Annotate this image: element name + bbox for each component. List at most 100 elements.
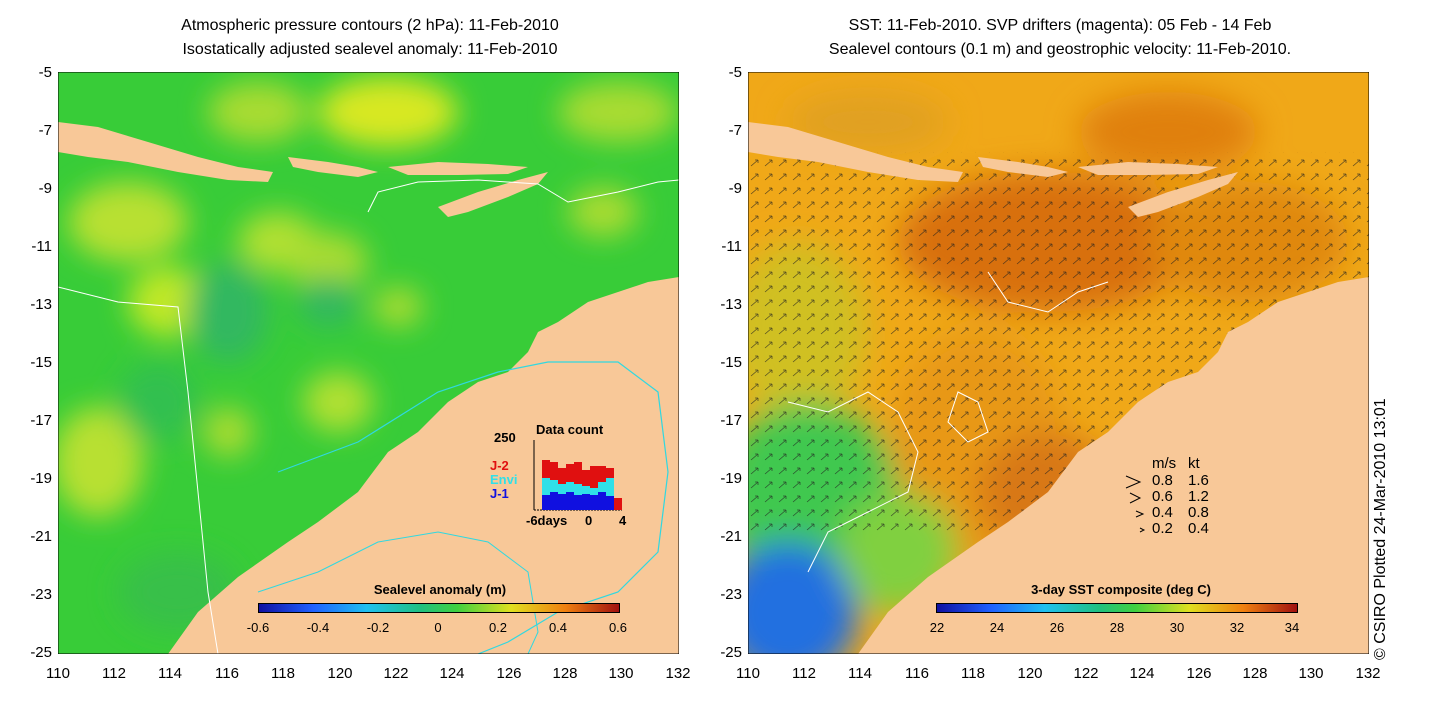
velocity-key-arrow-06	[1129, 492, 1142, 504]
velocity-key-kt: 0.4	[1188, 520, 1209, 537]
left-land-flores	[388, 162, 528, 175]
velocity-key-kt: 1.6	[1188, 472, 1209, 489]
left-y-tick: -23	[30, 586, 52, 603]
left-colorbar	[258, 603, 620, 613]
left-colorbar-tick: -0.6	[246, 620, 270, 635]
right-land-australia	[858, 277, 1369, 654]
right-colorbar-tick: 30	[1169, 620, 1185, 635]
left-x-tick: 120	[327, 665, 353, 682]
left-x-tick: 110	[46, 665, 70, 682]
data-count-xtick: 0	[585, 513, 593, 528]
data-count-bars	[542, 460, 622, 510]
velocity-key-arrow-04	[1135, 510, 1145, 518]
left-x-tick: 132	[665, 665, 691, 682]
left-x-tick: 126	[496, 665, 522, 682]
right-x-tick: 112	[792, 665, 816, 682]
right-map	[748, 72, 1369, 654]
right-colorbar-tick: 22	[929, 620, 945, 635]
left-x-tick: 116	[215, 665, 239, 682]
right-colorbar-tick: 24	[989, 620, 1005, 635]
right-x-tick: 116	[905, 665, 929, 682]
velocity-key-ms: 0.4	[1152, 504, 1173, 521]
left-x-tick: 128	[552, 665, 578, 682]
left-colorbar-tick: 0	[434, 620, 442, 635]
left-y-tick: -7	[38, 122, 52, 139]
right-colorbar-label: 3-day SST composite (deg C)	[1031, 582, 1211, 597]
velocity-key-arrow-02	[1139, 527, 1146, 533]
right-y-tick: -15	[720, 354, 742, 371]
velocity-key-ms: 0.2	[1152, 520, 1173, 537]
right-x-tick: 132	[1355, 665, 1381, 682]
right-sealevel-contour-2	[947, 391, 989, 443]
left-x-tick: 130	[608, 665, 634, 682]
right-x-tick: 128	[1242, 665, 1268, 682]
right-land-timor	[1128, 172, 1238, 217]
velocity-key-ms: 0.8	[1152, 472, 1173, 489]
right-colorbar	[936, 603, 1298, 613]
velocity-key-ms: 0.6	[1152, 488, 1173, 505]
right-y-tick: -25	[720, 644, 742, 661]
left-title-line2: Isostatically adjusted sealevel anomaly:…	[182, 41, 558, 58]
right-y-tick: -9	[728, 180, 742, 197]
left-colorbar-tick: 0.2	[488, 620, 508, 635]
data-count-title: Data count	[536, 422, 604, 437]
left-colorbar-tick: 0.4	[548, 620, 568, 635]
velocity-key-arrow-08	[1125, 475, 1142, 489]
right-y-tick: -5	[728, 64, 742, 81]
right-x-tick: 120	[1017, 665, 1043, 682]
right-x-tick: 124	[1129, 665, 1155, 682]
left-y-tick: -15	[30, 354, 52, 371]
data-count-legend-envi: Envi	[490, 472, 518, 487]
right-colorbar-tick: 26	[1049, 620, 1065, 635]
left-title-line1: Atmospheric pressure contours (2 hPa): 1…	[181, 17, 559, 34]
left-y-tick: -13	[30, 296, 52, 313]
left-y-tick: -11	[31, 238, 52, 255]
left-y-tick: -21	[30, 528, 52, 545]
left-x-tick: 112	[102, 665, 126, 682]
right-x-tick: 118	[961, 665, 985, 682]
right-y-tick: -21	[720, 528, 742, 545]
right-x-tick: 130	[1298, 665, 1324, 682]
right-land-java	[748, 122, 963, 182]
left-pressure-contour-2	[367, 179, 679, 213]
right-x-tick: 110	[736, 665, 760, 682]
left-x-tick: 122	[383, 665, 409, 682]
left-x-tick: 124	[439, 665, 465, 682]
right-title-line2: Sealevel contours (0.1 m) and geostrophi…	[828, 41, 1292, 58]
left-colorbar-tick: -0.4	[306, 620, 330, 635]
left-y-tick: -19	[30, 470, 52, 487]
velocity-key-kt: 1.2	[1188, 488, 1209, 505]
data-count-chart	[533, 440, 622, 511]
data-count-xtick: -6days	[526, 513, 568, 528]
left-y-tick: -9	[38, 180, 52, 197]
right-y-tick: -17	[720, 412, 742, 429]
right-colorbar-tick: 28	[1109, 620, 1125, 635]
velocity-key-header-kt: kt	[1188, 455, 1200, 472]
data-count-legend-j1: J-1	[490, 486, 509, 501]
right-colorbar-tick: 32	[1229, 620, 1245, 635]
right-y-tick: -19	[720, 470, 742, 487]
left-land-australia	[168, 277, 679, 654]
velocity-key-header-ms: m/s	[1152, 455, 1177, 472]
left-land-java	[58, 122, 273, 182]
right-y-tick: -13	[720, 296, 742, 313]
left-land-sumbawa	[288, 157, 378, 177]
left-y-tick: -25	[30, 644, 52, 661]
left-y-tick: -5	[38, 64, 52, 81]
left-anomaly-field	[58, 77, 678, 632]
left-bathy-contour-2	[257, 531, 539, 654]
right-title-line1: SST: 11-Feb-2010. SVP drifters (magenta)…	[848, 17, 1272, 34]
left-pressure-contour	[58, 286, 219, 654]
data-count-xtick: 4	[619, 513, 627, 528]
right-y-tick: -7	[728, 122, 742, 139]
left-colorbar-label: Sealevel anomaly (m)	[373, 582, 507, 597]
left-y-tick: -17	[30, 412, 52, 429]
data-count-legend-j2: J-2	[490, 458, 509, 473]
left-colorbar-tick: 0.6	[608, 620, 628, 635]
right-colorbar-tick: 34	[1284, 620, 1300, 635]
credit-text: © CSIRO Plotted 24-Mar-2010 13:01	[1372, 398, 1389, 660]
velocity-key-kt: 0.8	[1188, 504, 1209, 521]
right-land-sumbawa	[978, 157, 1068, 177]
right-x-tick: 126	[1186, 665, 1212, 682]
left-x-tick: 118	[271, 665, 295, 682]
